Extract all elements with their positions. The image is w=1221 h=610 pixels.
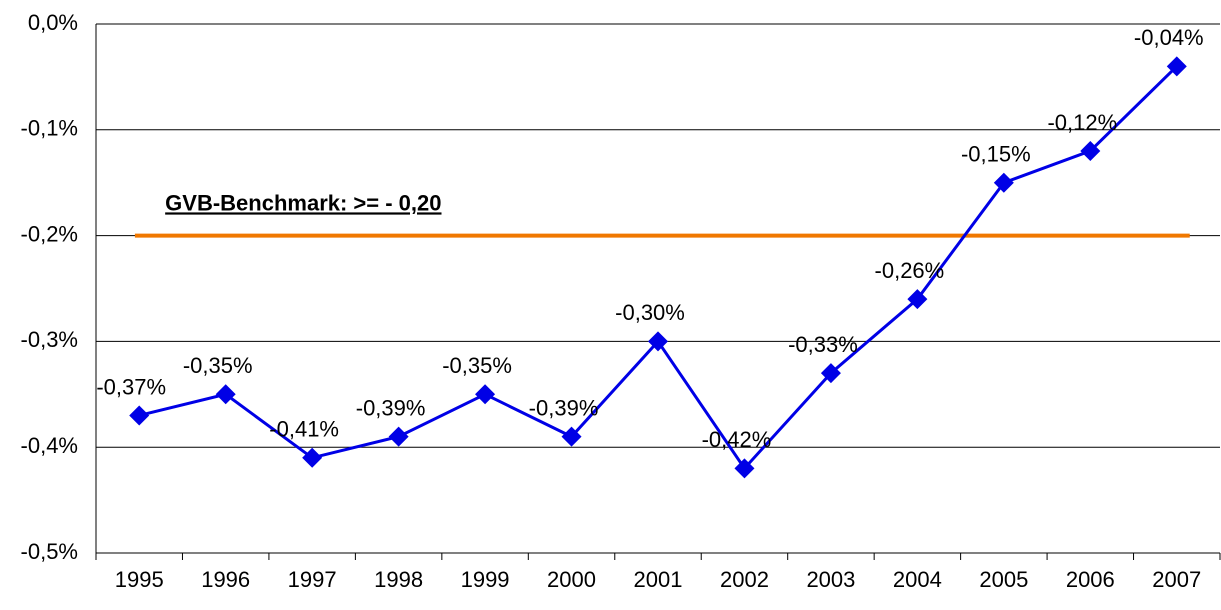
marker (215, 384, 236, 405)
data-label: -0,26% (875, 258, 945, 283)
data-label: -0,15% (961, 142, 1031, 167)
marker (388, 426, 409, 447)
data-label: -0,39% (356, 395, 426, 420)
x-tick-label: 2004 (893, 567, 942, 592)
marker (734, 458, 755, 479)
data-label: -0,37% (96, 374, 166, 399)
x-tick-label: 1999 (461, 567, 510, 592)
marker (129, 405, 150, 426)
x-tick-label: 1997 (288, 567, 337, 592)
data-label: -0,42% (702, 427, 772, 452)
benchmark-label: GVB-Benchmark: >= - 0,20 (165, 190, 441, 215)
y-tick-label: -0,4% (21, 433, 78, 458)
marker (1166, 56, 1187, 77)
y-tick-label: -0,5% (21, 539, 78, 564)
y-tick-label: -0,2% (21, 221, 78, 246)
x-tick-label: 2006 (1066, 567, 1115, 592)
data-label: -0,41% (269, 417, 339, 442)
marker (820, 363, 841, 384)
data-label: -0,33% (788, 332, 858, 357)
marker (648, 331, 668, 352)
data-label: -0,12% (1047, 110, 1117, 135)
x-tick-label: 2001 (634, 567, 683, 592)
x-tick-label: 2007 (1152, 567, 1201, 592)
marker (993, 172, 1014, 193)
data-label: -0,39% (529, 395, 599, 420)
data-label: -0,30% (615, 300, 685, 325)
marker (1080, 140, 1101, 161)
x-tick-label: 2005 (979, 567, 1028, 592)
data-label: -0,35% (442, 353, 512, 378)
y-tick-label: -0,3% (21, 327, 78, 352)
x-tick-label: 2002 (720, 567, 769, 592)
marker (475, 384, 496, 405)
data-label: -0,35% (183, 353, 253, 378)
marker (907, 289, 928, 310)
x-tick-label: 1995 (115, 567, 164, 592)
x-tick-label: 1996 (201, 567, 250, 592)
data-label: -0,04% (1134, 25, 1204, 50)
y-tick-label: -0,1% (21, 116, 78, 141)
x-tick-label: 1998 (374, 567, 423, 592)
marker (302, 447, 323, 468)
y-tick-label: 0,0% (28, 10, 78, 35)
marker (561, 426, 582, 447)
x-tick-label: 2000 (547, 567, 596, 592)
x-tick-label: 2003 (806, 567, 855, 592)
line (138, 65, 1178, 471)
